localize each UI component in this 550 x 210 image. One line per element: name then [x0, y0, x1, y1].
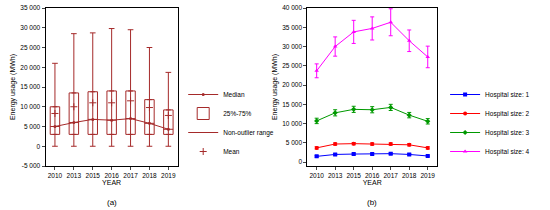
svg-text:2013: 2013 — [67, 172, 82, 179]
svg-text:Hospital size: 4: Hospital size: 4 — [485, 148, 529, 156]
svg-text:10 000: 10 000 — [20, 103, 40, 110]
svg-text:2016: 2016 — [365, 172, 380, 179]
svg-text:YEAR: YEAR — [363, 179, 382, 186]
svg-text:Median: Median — [223, 91, 245, 98]
svg-text:15 000: 15 000 — [282, 101, 302, 108]
svg-text:30 000: 30 000 — [282, 43, 302, 50]
svg-text:2018: 2018 — [402, 172, 417, 179]
svg-text:Hospital size: 2: Hospital size: 2 — [485, 110, 529, 118]
svg-text:2015: 2015 — [86, 172, 101, 179]
svg-text:Hospital size: 3: Hospital size: 3 — [485, 129, 529, 137]
svg-text:0: 0 — [37, 143, 41, 150]
svg-text:2016: 2016 — [104, 172, 119, 179]
svg-text:Mean: Mean — [223, 148, 240, 155]
svg-text:25 000: 25 000 — [20, 44, 40, 51]
svg-text:-5 000: -5 000 — [22, 162, 41, 169]
svg-text:5 000: 5 000 — [286, 139, 303, 146]
svg-text:30 000: 30 000 — [20, 24, 40, 31]
svg-text:2010: 2010 — [309, 172, 324, 179]
svg-text:0: 0 — [298, 158, 302, 165]
svg-text:(b): (b) — [367, 198, 377, 207]
svg-text:(a): (a) — [107, 198, 117, 207]
svg-text:35 000: 35 000 — [20, 4, 40, 11]
svg-text:2019: 2019 — [161, 172, 176, 179]
svg-text:25 000: 25 000 — [282, 62, 302, 69]
svg-text:2018: 2018 — [142, 172, 157, 179]
svg-text:25%-75%: 25%-75% — [223, 110, 251, 117]
svg-text:Energy usage (MWh): Energy usage (MWh) — [271, 54, 279, 120]
svg-text:2013: 2013 — [328, 172, 343, 179]
svg-text:35 000: 35 000 — [282, 24, 302, 31]
svg-text:2017: 2017 — [123, 172, 138, 179]
svg-text:20 000: 20 000 — [20, 64, 40, 71]
svg-text:40 000: 40 000 — [282, 4, 302, 11]
svg-text:Hospital size: 1: Hospital size: 1 — [485, 91, 529, 99]
svg-text:20 000: 20 000 — [282, 81, 302, 88]
svg-text:10 000: 10 000 — [282, 120, 302, 127]
svg-text:15 000: 15 000 — [20, 83, 40, 90]
svg-text:Energy usage (MWh): Energy usage (MWh) — [9, 54, 17, 120]
svg-text:2019: 2019 — [421, 172, 436, 179]
svg-text:2010: 2010 — [48, 172, 63, 179]
svg-text:2015: 2015 — [346, 172, 361, 179]
svg-text:Non-outlier range: Non-outlier range — [223, 129, 274, 137]
svg-text:5 000: 5 000 — [24, 123, 41, 130]
svg-text:YEAR: YEAR — [102, 179, 121, 186]
svg-text:2017: 2017 — [383, 172, 398, 179]
